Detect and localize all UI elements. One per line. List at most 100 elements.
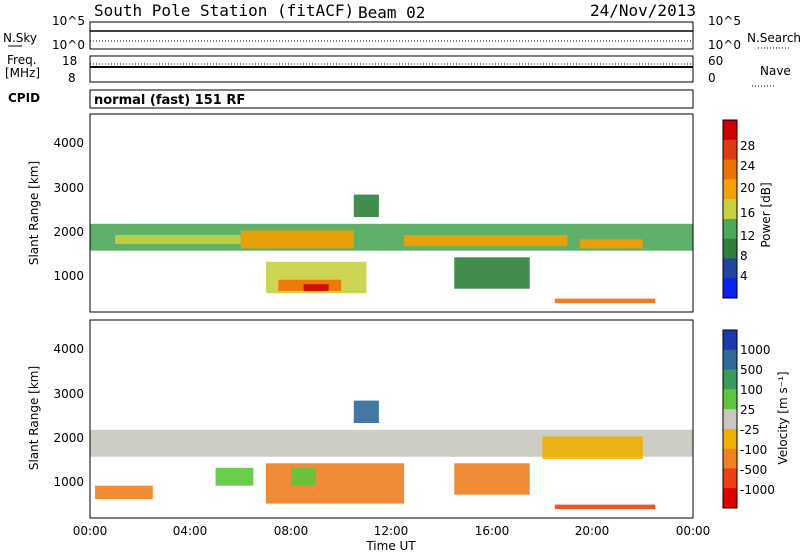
- velocity-colorbar: 1000 500 100 25 -25 -100 -500 -1000 Velo…: [722, 329, 790, 509]
- power-cb-tick-12: 12: [740, 229, 755, 243]
- colorbar-swatch-0-2: [723, 159, 737, 180]
- power-cb-tick-8: 8: [740, 249, 748, 263]
- power-colorbar-swatches: [723, 120, 737, 299]
- freq-tick-bottom: 8: [68, 71, 76, 85]
- colorbar-swatch-0-1: [723, 139, 737, 161]
- freq-unit-label: [MHz]: [5, 66, 40, 80]
- velocity-ylabel: Slant Range [km]: [27, 366, 41, 470]
- time-tick-1200: 12:00: [374, 524, 409, 538]
- colorbar-swatch-1-8: [723, 488, 737, 509]
- colorbar-swatch-1-5: [723, 428, 737, 450]
- power-colorbar-frame: [722, 119, 738, 299]
- colorbar-swatch-0-4: [723, 199, 737, 220]
- nave-label: Nave: [760, 64, 791, 78]
- power-panel: 1000 2000 3000 4000 Slant Range [km]: [27, 113, 694, 313]
- noise-left-label: N.Sky: [3, 31, 37, 45]
- heatmap-region-0-8: [353, 194, 379, 217]
- power-cb-tick-16: 16: [740, 206, 755, 220]
- velocity-panel: 1000 2000 3000 4000 Slant Range [km]: [27, 319, 694, 519]
- colorbar-swatch-0-8: [723, 278, 737, 299]
- velocity-ytick-4000: 4000: [53, 342, 84, 356]
- heatmap-region-0-10: [454, 257, 530, 289]
- heatmap-region-0-3: [404, 235, 568, 247]
- colorbar-swatch-0-7: [723, 258, 737, 279]
- power-panel-frame: [89, 113, 694, 313]
- time-tick-2000: 20:00: [575, 524, 610, 538]
- power-ytick-3000: 3000: [53, 181, 84, 195]
- freq-panel: Freq. [MHz] 18 8 60 0 Nave: [5, 53, 791, 87]
- power-cells: [90, 194, 693, 304]
- time-axis: 00:00 04:00 08:00 12:00 16:00 20:00 00:0…: [73, 524, 711, 553]
- velocity-cb-tick-500: 500: [740, 363, 763, 377]
- velocity-cb-tick-1000: 1000: [740, 343, 771, 357]
- time-tick-0400: 04:00: [173, 524, 208, 538]
- velocity-ytick-2000: 2000: [53, 431, 84, 445]
- cpid-row: CPID normal (fast) 151 RF: [8, 89, 694, 109]
- heatmap-region-1-2: [291, 467, 317, 486]
- velocity-colorbar-frame: [722, 329, 738, 509]
- colorbar-swatch-1-2: [723, 369, 737, 390]
- velocity-ytick-1000: 1000: [53, 475, 84, 489]
- heatmap-region-1-6: [454, 463, 530, 495]
- time-axis-title: Time UT: [365, 539, 416, 553]
- heatmap-region-0-2: [240, 230, 354, 249]
- heatmap-region-1-3: [215, 467, 254, 486]
- power-yticks: 1000 2000 3000 4000: [53, 136, 84, 283]
- station-title: South Pole Station (fitACF): [94, 1, 354, 20]
- noise-right-tick-bottom: 10^0: [708, 38, 741, 52]
- freq-tick-top: 18: [62, 54, 77, 68]
- noise-right-label: N.Search: [747, 31, 800, 45]
- colorbar-swatch-1-0: [723, 330, 737, 351]
- colorbar-swatch-1-7: [723, 468, 737, 489]
- power-ytick-2000: 2000: [53, 225, 84, 239]
- colorbar-swatch-1-1: [723, 349, 737, 371]
- velocity-colorbar-swatches: [723, 330, 737, 509]
- power-panel-area: [90, 114, 693, 312]
- colorbar-swatch-0-6: [723, 238, 737, 259]
- heatmap-region-0-7: [303, 284, 329, 291]
- heatmap-region-1-8: [542, 436, 643, 459]
- cpid-value: normal (fast) 151 RF: [94, 93, 245, 108]
- velocity-cb-tick-neg1000: -1000: [740, 483, 775, 497]
- noise-right-tick-top: 10^5: [708, 14, 741, 28]
- time-tick-0800: 08:00: [274, 524, 309, 538]
- heatmap-region-1-7: [353, 400, 379, 423]
- nave-tick-bottom: 0: [708, 71, 716, 85]
- noise-left-tick-bottom: 10^0: [52, 38, 85, 52]
- time-tick-0000: 00:00: [73, 524, 108, 538]
- power-cb-tick-20: 20: [740, 181, 755, 195]
- colorbar-swatch-1-4: [723, 409, 737, 430]
- noise-panel-frame: [89, 21, 694, 50]
- colorbar-swatch-1-6: [723, 448, 737, 469]
- time-tick-1600: 16:00: [475, 524, 510, 538]
- colorbar-swatch-0-0: [723, 120, 737, 141]
- velocity-cb-tick-100: 100: [740, 383, 763, 397]
- noise-panel: N.Sky 10^5 10^0 10^5 10^0 N.Search: [3, 14, 800, 52]
- velocity-cb-tick-neg100: -100: [740, 443, 767, 457]
- colorbar-swatch-1-3: [723, 389, 737, 410]
- velocity-cb-tick-neg500: -500: [740, 463, 767, 477]
- date-label: 24/Nov/2013: [590, 1, 696, 20]
- power-colorbar: 4 8 12 16 20 24 28 Power [dB]: [722, 119, 773, 299]
- freq-panel-frame: [89, 55, 694, 83]
- freq-label: Freq.: [7, 53, 37, 67]
- power-ylabel: Slant Range [km]: [27, 161, 41, 265]
- heatmap-region-0-9: [554, 298, 656, 304]
- power-cb-tick-28: 28: [740, 139, 755, 153]
- velocity-colorbar-label: Velocity [m s⁻¹]: [776, 371, 790, 464]
- velocity-cb-tick-25: 25: [740, 403, 755, 417]
- velocity-ytick-3000: 3000: [53, 387, 84, 401]
- heatmap-region-1-5: [554, 504, 656, 510]
- cpid-label: CPID: [8, 91, 40, 105]
- power-cb-tick-4: 4: [740, 269, 748, 283]
- time-tick-2400: 00:00: [676, 524, 711, 538]
- heatmap-region-0-4: [579, 239, 643, 249]
- heatmap-region-1-4: [95, 485, 153, 500]
- velocity-cells: [90, 400, 693, 510]
- power-ytick-1000: 1000: [53, 269, 84, 283]
- velocity-panel-frame: [89, 319, 694, 519]
- power-ytick-4000: 4000: [53, 136, 84, 150]
- power-colorbar-label: Power [dB]: [759, 182, 773, 247]
- nave-tick-top: 60: [708, 54, 723, 68]
